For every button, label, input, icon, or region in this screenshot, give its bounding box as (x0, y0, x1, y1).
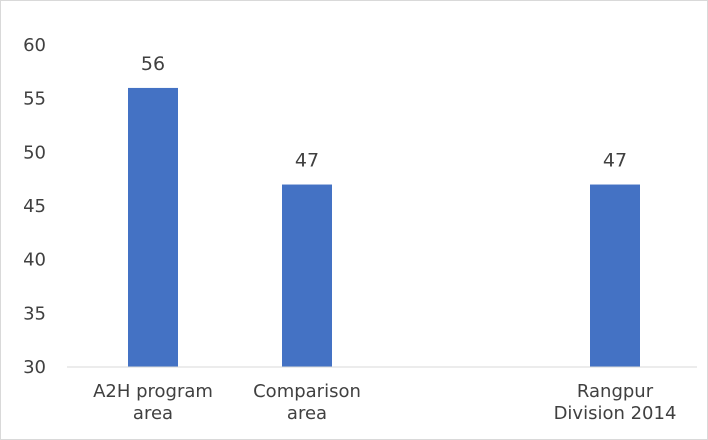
bar (282, 184, 332, 367)
y-tick-label: 60 (23, 35, 46, 56)
data-label: 47 (295, 150, 319, 172)
x-category-label: Comparison (253, 381, 361, 402)
y-tick-label: 40 (23, 250, 46, 271)
y-tick-label: 50 (23, 142, 46, 163)
x-category-label: area (287, 403, 327, 424)
bar (590, 184, 640, 367)
x-category-label: area (133, 403, 173, 424)
x-category-label: A2H program (93, 381, 213, 402)
x-category-label: Division 2014 (554, 403, 677, 424)
data-label: 47 (603, 150, 627, 172)
y-tick-label: 45 (23, 196, 46, 217)
x-category-label: Rangpur (577, 381, 654, 402)
y-tick-label: 30 (23, 357, 46, 378)
y-tick-label: 55 (23, 89, 46, 110)
data-label: 56 (141, 53, 165, 75)
bar (128, 87, 178, 367)
y-tick-label: 35 (23, 303, 46, 324)
